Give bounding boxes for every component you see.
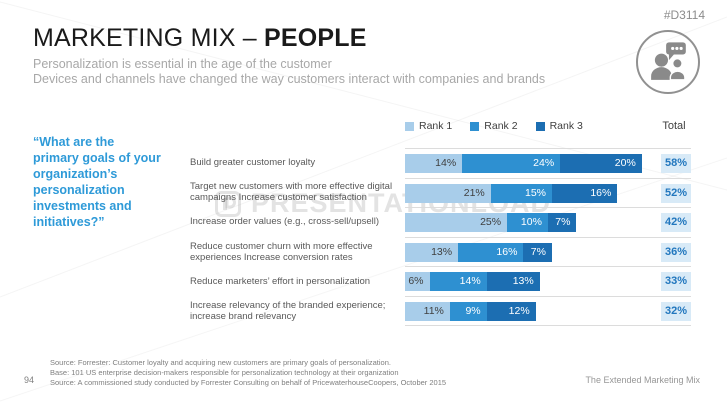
- bar-track-area: 13% 16% 7% 36%: [405, 236, 691, 267]
- legend-label: Rank 3: [549, 120, 583, 132]
- page-title-bold: PEOPLE: [264, 24, 367, 52]
- source-line-3: Source: A commissioned study conducted b…: [50, 378, 447, 387]
- bar-segment: 13%: [405, 242, 459, 262]
- bar-segment: 24%: [462, 154, 561, 173]
- stacked-bar: 25% 10% 7%: [405, 213, 650, 233]
- slide-id: #D3114: [663, 8, 705, 22]
- source-line-2: Base: 101 US enterprise decision-makers …: [50, 368, 399, 377]
- bar-track-area: 21% 15% 16% 52%: [405, 177, 691, 208]
- bar-segment: 16%: [458, 242, 524, 262]
- chart-row: Reduce marketers’ effort in personalizat…: [190, 266, 691, 296]
- bar-segment: 14%: [429, 272, 487, 292]
- bar-segment: 10%: [507, 213, 548, 233]
- bar-segment: 13%: [486, 272, 540, 292]
- bar-segment: 14%: [405, 154, 463, 173]
- bar-segment: 6%: [405, 272, 430, 292]
- stacked-bar-chart: Rank 1 Rank 2 Rank 3 Total Build greater c…: [190, 120, 691, 326]
- bar-segment: 20%: [560, 154, 642, 173]
- total-value: 58%: [661, 154, 691, 173]
- bar-track-area: 14% 24% 20% 58%: [405, 148, 691, 178]
- bar-label: Increase order values (e.g., cross-sell/…: [190, 216, 380, 228]
- chart-row: Build greater customer loyalty 14% 24% 20% 5…: [190, 148, 691, 178]
- subtitle-line-1: Personalization is essential in the age …: [33, 57, 332, 71]
- legend-label: Rank 2: [484, 120, 518, 132]
- people-badge: [636, 30, 700, 94]
- legend-swatch: [535, 121, 545, 131]
- legend-item: Rank 1: [405, 120, 452, 132]
- stacked-bar: 21% 15% 16%: [405, 183, 650, 203]
- bar-track-area: 25% 10% 7% 42%: [405, 207, 691, 237]
- bar-segment: 11%: [405, 301, 450, 321]
- chart-row: Increase order values (e.g., cross-sell/…: [190, 207, 691, 237]
- stacked-bar: 6% 14% 13%: [405, 272, 650, 292]
- bar-segment: 25%: [405, 213, 508, 233]
- bar-segment: 16%: [552, 183, 618, 203]
- chart-row: Reduce customer churn with more effectiv…: [190, 236, 691, 267]
- bar-track-area: 6% 14% 13% 33%: [405, 266, 691, 296]
- bar-segment: 12%: [486, 301, 536, 321]
- total-value: 36%: [661, 242, 691, 262]
- stacked-bar: 14% 24% 20%: [405, 154, 650, 173]
- source-notes: Source: Forrester: Customer loyalty and …: [50, 358, 446, 388]
- bar-segment: 15%: [490, 183, 552, 203]
- legend-item: Rank 3: [535, 120, 583, 132]
- total-value: 52%: [661, 183, 691, 203]
- legend-label: Rank 1: [419, 120, 453, 132]
- footer-series-title: The Extended Marketing Mix: [585, 375, 700, 385]
- bar-segment: 21%: [405, 183, 491, 203]
- page-title: MARKETING MIX – PEOPLE: [33, 24, 367, 53]
- bar-track-area: 11% 9% 12% 32%: [405, 295, 691, 326]
- bar-segment: 7%: [547, 213, 577, 233]
- total-value: 42%: [661, 213, 691, 233]
- bar-label: Target new customers with more effective…: [190, 181, 393, 204]
- chart-rows: Build greater customer loyalty 14% 24% 20% 5…: [190, 148, 691, 326]
- total-column-header: Total: [662, 120, 686, 132]
- legend-swatch: [470, 121, 480, 131]
- stacked-bar: 13% 16% 7%: [405, 242, 650, 262]
- total-value: 33%: [661, 272, 691, 292]
- bar-label: Reduce customer churn with more effectiv…: [190, 240, 373, 263]
- legend-item: Rank 2: [470, 120, 518, 132]
- legend-swatch: [405, 121, 414, 131]
- bar-segment: 7%: [523, 242, 552, 262]
- people-icon: [651, 42, 686, 81]
- chart-row: Increase relevancy of the branded experi…: [190, 295, 691, 326]
- page-number: 94: [24, 375, 35, 385]
- source-line-1: Source: Forrester: Customer loyalty and …: [50, 358, 391, 367]
- chart-row: Target new customers with more effective…: [190, 177, 691, 208]
- legend-items: Rank 1 Rank 2 Rank 3: [405, 120, 583, 132]
- survey-question-quote: “What are the primary goals of your orga…: [33, 135, 161, 229]
- bar-label: Increase relevancy of the branded experi…: [190, 299, 386, 322]
- bar-label: Build greater customer loyalty: [190, 157, 316, 169]
- total-value: 32%: [661, 301, 691, 321]
- subtitle-line-2: Devices and channels have changed the wa…: [33, 72, 546, 86]
- chart-legend: Rank 1 Rank 2 Rank 3 Total: [190, 120, 691, 136]
- subtitle: Personalization is essential in the age …: [33, 57, 545, 87]
- page-title-regular: MARKETING MIX –: [33, 24, 265, 52]
- bar-label: Reduce marketers’ effort in personalizat…: [190, 275, 371, 287]
- bar-segment: 9%: [449, 301, 487, 321]
- stacked-bar: 11% 9% 12%: [405, 301, 650, 321]
